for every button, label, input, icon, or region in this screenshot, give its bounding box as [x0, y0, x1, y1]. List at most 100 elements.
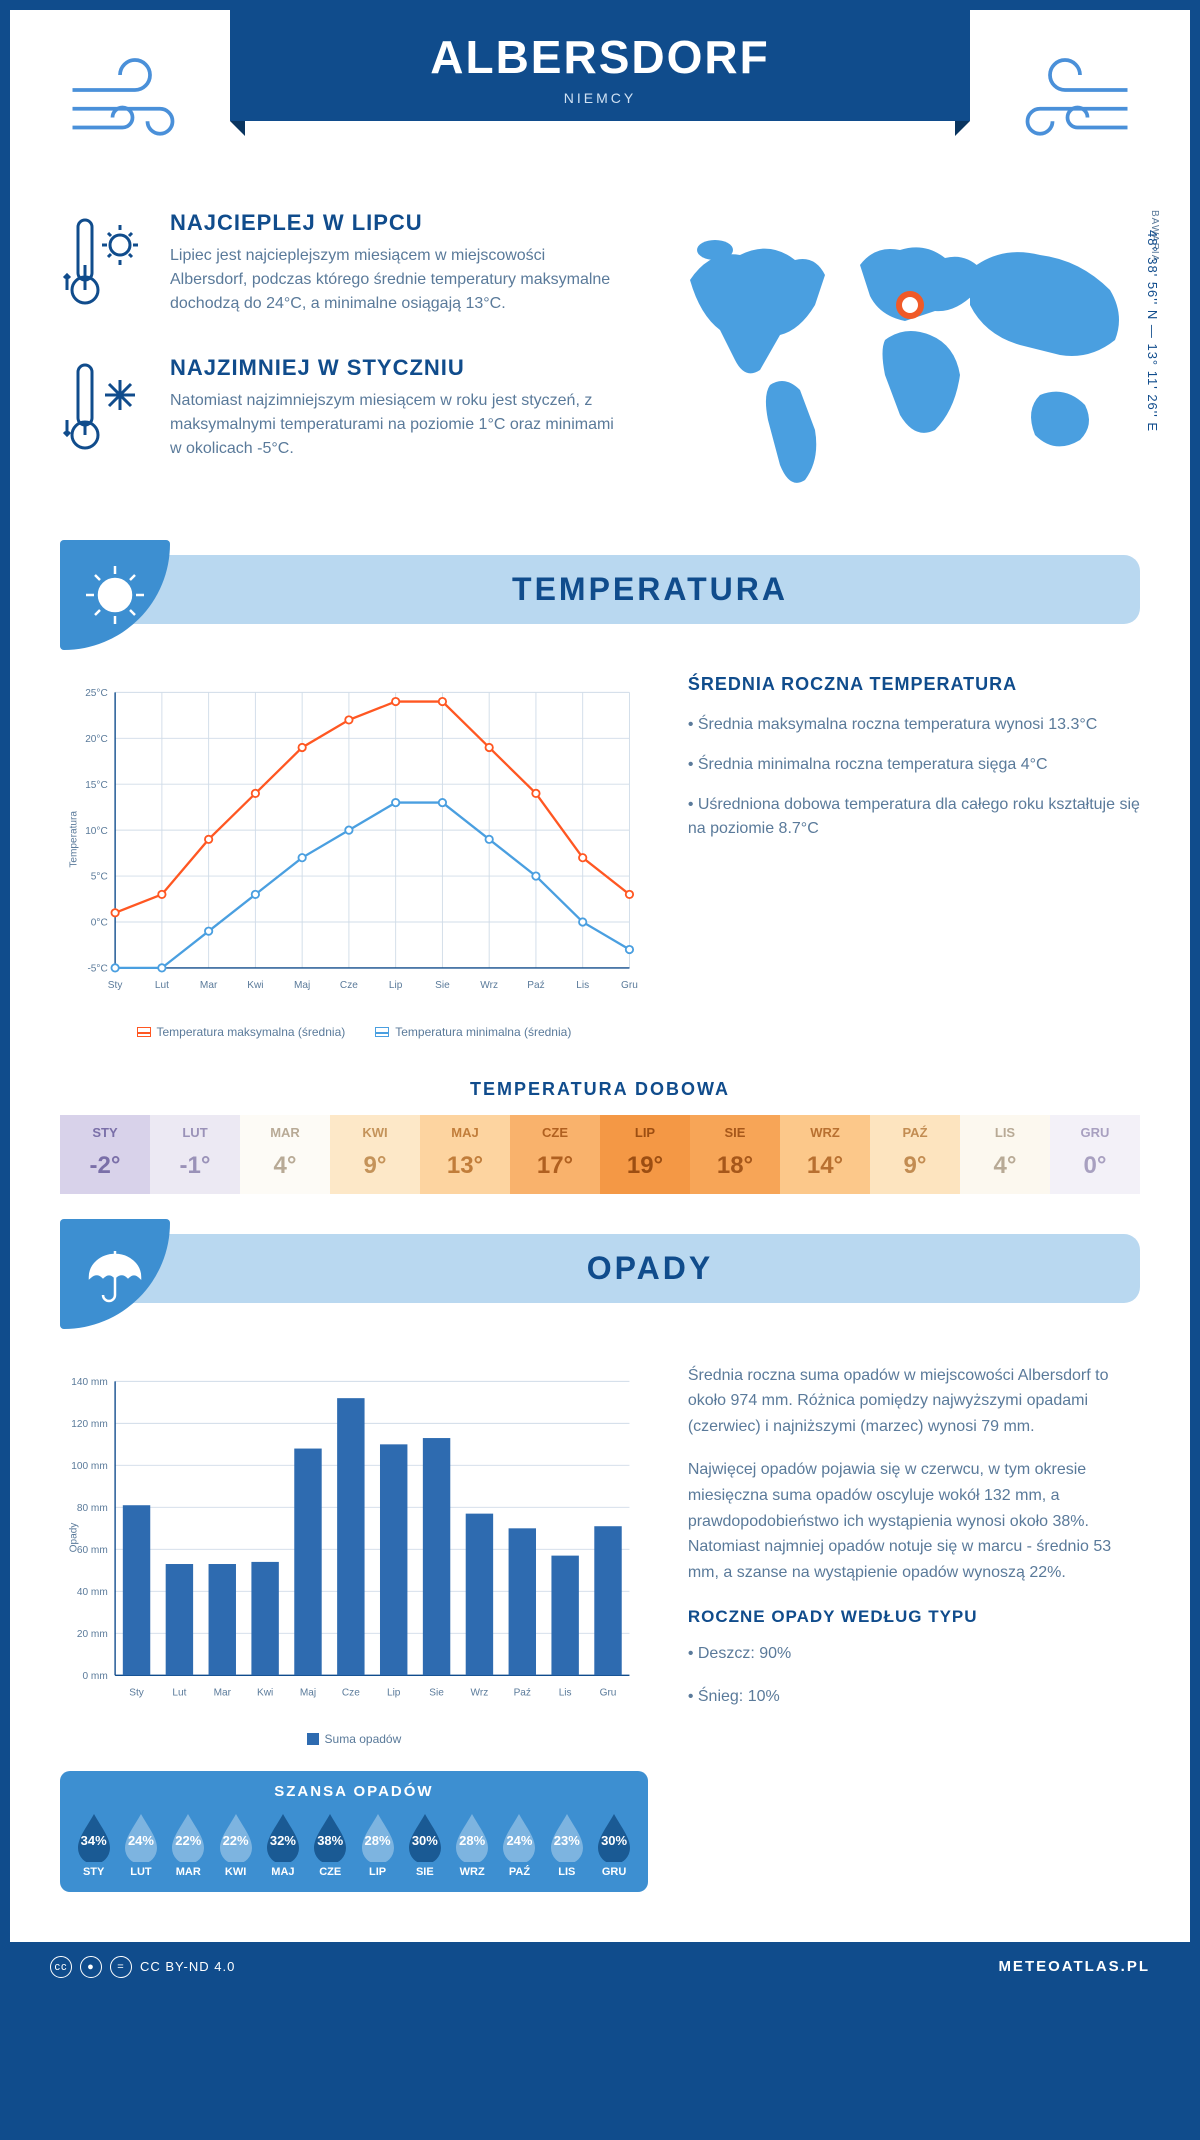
chance-title: SZANSA OPADÓW: [70, 1783, 638, 1800]
precip-title: OPADY: [180, 1250, 1120, 1287]
chance-cell: 22%MAR: [165, 1810, 212, 1878]
header: ALBERSDORF NIEMCY: [10, 10, 1190, 180]
precip-section: 0 mm20 mm40 mm60 mm80 mm100 mm120 mm140 …: [10, 1303, 1190, 1912]
facts-column: NAJCIEPLEJ W LIPCU Lipiec jest najcieple…: [60, 210, 620, 515]
city-title: ALBERSDORF: [250, 30, 950, 84]
daily-cell: PAŹ9°: [870, 1115, 960, 1194]
title-banner: ALBERSDORF NIEMCY: [230, 10, 970, 121]
svg-text:Sie: Sie: [435, 980, 450, 991]
svg-text:Cze: Cze: [340, 980, 358, 991]
svg-text:Paź: Paź: [514, 1687, 531, 1698]
svg-text:Opady: Opady: [69, 1521, 80, 1552]
temp-summary-p2: • Średnia minimalna roczna temperatura s…: [688, 753, 1140, 777]
svg-text:Temperatura: Temperatura: [69, 811, 80, 868]
chance-cell: 32%MAJ: [259, 1810, 306, 1878]
svg-text:Gru: Gru: [621, 980, 638, 991]
daily-title: TEMPERATURA DOBOWA: [10, 1079, 1190, 1100]
site-name: METEOATLAS.PL: [998, 1958, 1150, 1975]
daily-cell: LIS4°: [960, 1115, 1050, 1194]
temperature-title: TEMPERATURA: [180, 571, 1120, 608]
svg-text:Gru: Gru: [600, 1687, 617, 1698]
svg-text:140 mm: 140 mm: [71, 1377, 107, 1388]
precip-type2: • Śnieg: 10%: [688, 1684, 1140, 1710]
thermometer-sun-icon: [60, 210, 150, 325]
precip-p2: Najwięcej opadów pojawia się w czerwcu, …: [688, 1457, 1140, 1585]
chance-cell: 24%PAŹ: [496, 1810, 543, 1878]
svg-text:-5°C: -5°C: [87, 964, 107, 975]
temperature-chart: -5°C0°C5°C10°C15°C20°C25°CStyLutMarKwiMa…: [60, 674, 648, 1039]
wind-icon: [60, 40, 210, 165]
chance-cell: 24%LUT: [117, 1810, 164, 1878]
svg-text:Lip: Lip: [387, 1687, 401, 1698]
precip-banner: OPADY: [60, 1234, 1140, 1303]
temperature-summary: ŚREDNIA ROCZNA TEMPERATURA • Średnia mak…: [688, 674, 1140, 1039]
chance-cell: 28%WRZ: [449, 1810, 496, 1878]
cc-icon: cc: [50, 1956, 72, 1978]
world-map: [660, 210, 1140, 510]
svg-text:5°C: 5°C: [91, 872, 108, 883]
daily-cell: MAR4°: [240, 1115, 330, 1194]
daily-cell: WRZ14°: [780, 1115, 870, 1194]
temperature-section: -5°C0°C5°C10°C15°C20°C25°CStyLutMarKwiMa…: [10, 624, 1190, 1069]
precip-left: 0 mm20 mm40 mm60 mm80 mm100 mm120 mm140 …: [60, 1363, 648, 1892]
svg-text:Kwi: Kwi: [257, 1687, 273, 1698]
daily-cell: LUT-1°: [150, 1115, 240, 1194]
chance-cell: 23%LIS: [543, 1810, 590, 1878]
fact-coldest-text: Natomiast najzimniejszym miesiącem w rok…: [170, 389, 620, 461]
svg-text:Sty: Sty: [108, 980, 124, 991]
daily-cell: MAJ13°: [420, 1115, 510, 1194]
precip-p1: Średnia roczna suma opadów w miejscowośc…: [688, 1363, 1140, 1440]
daily-cell: STY-2°: [60, 1115, 150, 1194]
chance-cell: 30%GRU: [590, 1810, 637, 1878]
daily-cell: SIE18°: [690, 1115, 780, 1194]
svg-text:25°C: 25°C: [85, 688, 108, 699]
svg-text:Sie: Sie: [429, 1687, 444, 1698]
precip-right: Średnia roczna suma opadów w miejscowośc…: [688, 1363, 1140, 1892]
nd-icon: =: [110, 1956, 132, 1978]
svg-text:Lip: Lip: [389, 980, 403, 991]
temperature-banner: TEMPERATURA: [60, 555, 1140, 624]
svg-text:Maj: Maj: [294, 980, 310, 991]
svg-text:60 mm: 60 mm: [77, 1545, 108, 1556]
svg-text:100 mm: 100 mm: [71, 1461, 107, 1472]
chance-cell: 22%KWI: [212, 1810, 259, 1878]
daily-temperature-grid: STY-2°LUT-1°MAR4°KWI9°MAJ13°CZE17°LIP19°…: [60, 1115, 1140, 1194]
footer: cc ● = CC BY-ND 4.0 METEOATLAS.PL: [10, 1942, 1190, 1992]
svg-text:Lut: Lut: [155, 980, 169, 991]
page: ALBERSDORF NIEMCY NAJCIEPLEJ W LIPCU Lip…: [0, 0, 1200, 2002]
by-icon: ●: [80, 1956, 102, 1978]
fact-coldest-title: NAJZIMNIEJ W STYCZNIU: [170, 355, 620, 381]
country-subtitle: NIEMCY: [250, 90, 950, 106]
temp-summary-p3: • Uśredniona dobowa temperatura dla całe…: [688, 793, 1140, 841]
fact-warmest-title: NAJCIEPLEJ W LIPCU: [170, 210, 620, 236]
temp-summary-p1: • Średnia maksymalna roczna temperatura …: [688, 713, 1140, 737]
svg-text:15°C: 15°C: [85, 780, 108, 791]
precip-bar-chart: 0 mm20 mm40 mm60 mm80 mm100 mm120 mm140 …: [60, 1363, 648, 1712]
chance-cell: 38%CZE: [307, 1810, 354, 1878]
daily-cell: LIP19°: [600, 1115, 690, 1194]
temp-legend: Temperatura maksymalna (średnia) Tempera…: [60, 1025, 648, 1039]
chance-cell: 28%LIP: [354, 1810, 401, 1878]
thermometer-snow-icon: [60, 355, 150, 470]
legend-max: Temperatura maksymalna (średnia): [157, 1025, 346, 1039]
svg-text:20°C: 20°C: [85, 734, 108, 745]
coordinates: 48° 38' 56'' N — 13° 11' 26'' E: [1145, 230, 1160, 432]
svg-text:Mar: Mar: [200, 980, 218, 991]
svg-text:Lis: Lis: [576, 980, 589, 991]
fact-warmest-text: Lipiec jest najcieplejszym miesiącem w m…: [170, 244, 620, 316]
svg-text:Maj: Maj: [300, 1687, 316, 1698]
fact-coldest: NAJZIMNIEJ W STYCZNIU Natomiast najzimni…: [60, 355, 620, 470]
daily-cell: KWI9°: [330, 1115, 420, 1194]
svg-text:Cze: Cze: [342, 1687, 360, 1698]
daily-cell: CZE17°: [510, 1115, 600, 1194]
intro-row: NAJCIEPLEJ W LIPCU Lipiec jest najcieple…: [10, 180, 1190, 535]
svg-text:0 mm: 0 mm: [83, 1671, 108, 1682]
map-column: BAWARIA 48° 38' 56'' N — 13° 11' 26'' E: [660, 210, 1140, 515]
svg-text:0°C: 0°C: [91, 918, 108, 929]
svg-text:Lut: Lut: [172, 1687, 186, 1698]
svg-text:Wrz: Wrz: [471, 1687, 489, 1698]
wind-deco-left: [60, 40, 210, 170]
license-text: CC BY-ND 4.0: [140, 1959, 235, 1974]
chance-box: SZANSA OPADÓW 34%STY24%LUT22%MAR22%KWI32…: [60, 1771, 648, 1892]
wind-icon: [990, 40, 1140, 165]
